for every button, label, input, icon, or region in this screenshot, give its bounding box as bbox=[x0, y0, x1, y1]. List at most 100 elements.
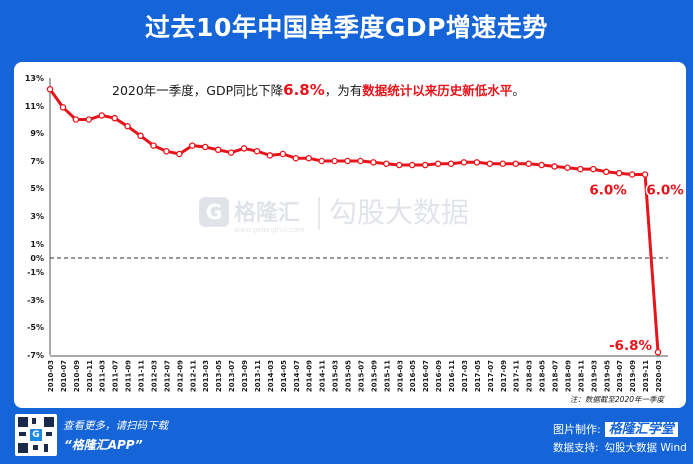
x-tick-label: 2014-07 bbox=[293, 360, 301, 392]
data-point bbox=[396, 161, 403, 169]
data-point bbox=[590, 165, 597, 173]
x-tick-label: 2013-03 bbox=[202, 360, 210, 392]
point-labels: 6.0% 6.0% -6.8% bbox=[588, 181, 686, 356]
x-tick-label: 2011-03 bbox=[99, 360, 107, 392]
data-point bbox=[176, 150, 183, 158]
x-tick-label: 2013-11 bbox=[254, 360, 262, 392]
x-tick-label: 2017-09 bbox=[500, 360, 508, 392]
data-point bbox=[240, 145, 248, 152]
data-point bbox=[564, 164, 571, 172]
x-tick-label: 2019-07 bbox=[616, 360, 624, 392]
x-tick-label: 2011-09 bbox=[125, 360, 133, 392]
x-tick-label: 2019-11 bbox=[642, 360, 650, 392]
data-point bbox=[137, 132, 144, 140]
data-point bbox=[344, 157, 351, 165]
app-name: “格隆汇APP” bbox=[64, 438, 143, 452]
data-point bbox=[654, 348, 662, 356]
data-point bbox=[460, 159, 468, 166]
x-tick-label: 2018-11 bbox=[577, 360, 585, 392]
credit-picture-label: 图片制作: bbox=[553, 423, 601, 436]
x-tick-label: 2016-03 bbox=[396, 360, 404, 392]
x-tick-label: 2018-05 bbox=[539, 360, 547, 392]
x-tick-label: 2020-03 bbox=[655, 360, 663, 392]
y-tick-label: 0% bbox=[30, 254, 44, 263]
x-tick-label: 2019-09 bbox=[629, 360, 637, 392]
data-point bbox=[512, 160, 519, 167]
x-tick-label: 2016-09 bbox=[435, 360, 443, 392]
annotation-highlight: 数据统计以来历史新低水平 bbox=[361, 83, 513, 98]
data-point bbox=[59, 104, 67, 111]
annotation-value: 6.8% bbox=[283, 81, 325, 99]
data-point bbox=[577, 165, 584, 173]
data-point bbox=[150, 142, 157, 149]
data-point bbox=[279, 150, 287, 158]
x-tick-label: 2011-07 bbox=[112, 360, 120, 392]
x-tick-label: 2013-05 bbox=[215, 360, 223, 392]
y-tick-label: -1% bbox=[27, 268, 44, 277]
y-tick-label: 5% bbox=[30, 184, 44, 193]
y-tick-label: -3% bbox=[27, 296, 44, 305]
data-point bbox=[318, 157, 325, 165]
x-tick-label: 2014-09 bbox=[306, 360, 314, 392]
data-point bbox=[331, 157, 338, 165]
x-tick-label: 2012-09 bbox=[176, 360, 184, 392]
data-point bbox=[538, 161, 545, 169]
y-tick-label: 9% bbox=[30, 129, 44, 138]
data-point bbox=[189, 142, 196, 149]
data-label: 6.0% bbox=[589, 183, 627, 199]
x-tick-label: 2010-09 bbox=[73, 360, 81, 392]
y-tick-label: 11% bbox=[25, 102, 44, 111]
x-tick-label: 2015-11 bbox=[383, 360, 391, 392]
x-tick-label: 2014-03 bbox=[267, 360, 275, 392]
watermark-logo-icon bbox=[199, 197, 229, 227]
y-tick-label: 1% bbox=[30, 240, 44, 249]
chart-panel: G 格隆汇 www.gelonghui.com 勾股大数据 13% 11% 9% 7%… bbox=[14, 62, 686, 408]
x-tick-label: 2015-07 bbox=[357, 360, 365, 392]
data-point bbox=[603, 168, 610, 176]
qr-code-icon: G bbox=[15, 414, 57, 456]
data-point bbox=[383, 160, 390, 167]
annotation-prefix: 2020年一季度，GDP同比下降 bbox=[112, 83, 284, 98]
x-tick-label: 2010-03 bbox=[47, 360, 55, 392]
watermark-logo-text: 格隆汇 bbox=[234, 200, 300, 226]
credit-picture-value: 格隆汇学堂 bbox=[604, 422, 678, 437]
data-point bbox=[253, 147, 261, 155]
x-tick-label: 2014-05 bbox=[280, 360, 288, 392]
data-point bbox=[266, 152, 274, 159]
x-tick-label: 2017-03 bbox=[461, 360, 469, 392]
data-point bbox=[551, 163, 558, 170]
x-tick-label: 2015-05 bbox=[345, 360, 353, 392]
data-point bbox=[292, 154, 300, 162]
credit-data-label: 数据支持: bbox=[553, 442, 599, 454]
data-point bbox=[124, 123, 131, 130]
data-point bbox=[615, 169, 623, 177]
x-tick-label: 2016-07 bbox=[422, 360, 430, 392]
data-point bbox=[85, 116, 93, 123]
y-tick-label: 7% bbox=[30, 157, 44, 166]
x-tick-label: 2016-05 bbox=[409, 360, 417, 392]
data-point bbox=[72, 116, 80, 123]
watermark: G 格隆汇 www.gelonghui.com 勾股大数据 bbox=[199, 196, 469, 234]
series-markers bbox=[46, 85, 662, 356]
x-tick-label: 2010-11 bbox=[86, 360, 94, 392]
data-point bbox=[486, 160, 494, 167]
page-title: 过去10年中国单季度GDP增速走势 bbox=[145, 13, 548, 42]
credit-picture: 图片制作: 格隆汇学堂 bbox=[553, 418, 678, 437]
x-tick-label: 2019-03 bbox=[590, 360, 598, 392]
credit-data-value: 勾股大数据 Wind bbox=[604, 442, 687, 454]
data-point bbox=[111, 114, 118, 122]
data-label: 6.0% bbox=[646, 183, 684, 199]
x-tick-label: 2018-03 bbox=[526, 360, 534, 392]
data-point bbox=[357, 157, 364, 165]
data-point bbox=[214, 146, 222, 154]
data-point bbox=[98, 112, 105, 119]
data-point bbox=[499, 160, 507, 167]
y-tick-label: -5% bbox=[27, 323, 44, 332]
y-axis: 13% 11% 9% 7% 5% 3% 1% 0% -1% -3% -5% -7% bbox=[25, 74, 51, 360]
x-tick-label: 2017-07 bbox=[487, 360, 495, 392]
x-tick-label: 2012-03 bbox=[150, 360, 158, 392]
qr-logo-icon: G bbox=[30, 429, 42, 441]
x-tick-label: 2013-07 bbox=[228, 360, 236, 392]
x-tick-label: 2010-07 bbox=[60, 360, 68, 392]
